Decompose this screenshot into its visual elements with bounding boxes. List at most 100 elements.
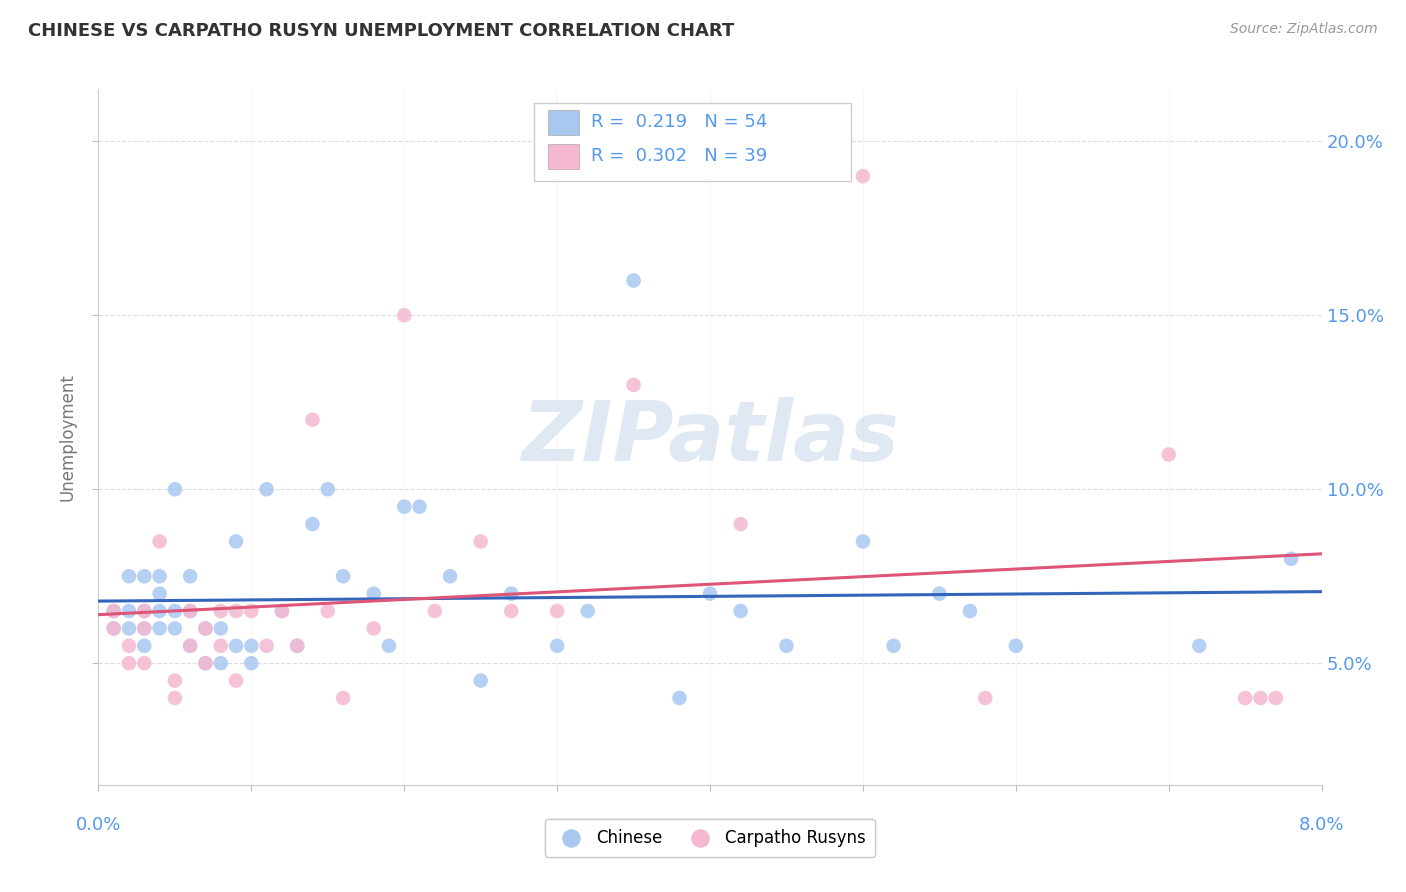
Point	[501, 587, 523, 601]
Point	[423, 604, 446, 618]
Point	[974, 690, 997, 705]
Point	[730, 516, 752, 531]
Point	[194, 657, 217, 671]
Point	[179, 604, 201, 618]
Point	[118, 639, 141, 653]
Point	[163, 482, 186, 496]
Point	[179, 639, 201, 653]
Point	[134, 604, 156, 618]
Point	[103, 604, 125, 618]
Point	[730, 604, 752, 618]
Point	[209, 639, 232, 653]
Point	[699, 587, 721, 601]
Text: CHINESE VS CARPATHO RUSYN UNEMPLOYMENT CORRELATION CHART: CHINESE VS CARPATHO RUSYN UNEMPLOYMENT C…	[28, 22, 734, 40]
Point	[209, 604, 232, 618]
Point	[240, 639, 263, 653]
Point	[134, 639, 156, 653]
Legend: Chinese, Carpatho Rusyns: Chinese, Carpatho Rusyns	[544, 819, 876, 856]
Point	[392, 309, 416, 323]
Text: 0.0%: 0.0%	[76, 816, 121, 834]
Point	[209, 621, 232, 635]
Point	[225, 673, 247, 688]
Text: ZIPatlas: ZIPatlas	[522, 397, 898, 477]
Point	[623, 273, 645, 287]
Point	[103, 621, 125, 635]
Point	[194, 621, 217, 635]
Point	[546, 639, 568, 653]
Point	[301, 412, 323, 426]
Point	[134, 657, 156, 671]
Point	[179, 639, 201, 653]
Point	[149, 587, 172, 601]
Point	[1264, 690, 1286, 705]
Point	[179, 604, 201, 618]
Text: R =  0.219   N = 54: R = 0.219 N = 54	[591, 113, 766, 131]
Point	[316, 482, 339, 496]
Point	[285, 639, 308, 653]
Point	[149, 569, 172, 583]
Point	[149, 621, 172, 635]
Point	[301, 516, 323, 531]
Point	[501, 604, 523, 618]
Point	[118, 569, 141, 583]
Point	[1249, 690, 1271, 705]
Point	[470, 534, 492, 549]
Point	[439, 569, 461, 583]
Point	[332, 569, 354, 583]
Point	[163, 690, 186, 705]
Point	[1004, 639, 1026, 653]
Point	[134, 621, 156, 635]
Point	[209, 657, 232, 671]
Point	[668, 690, 690, 705]
Point	[134, 569, 156, 583]
Point	[1279, 551, 1302, 566]
Point	[546, 604, 568, 618]
Point	[240, 604, 263, 618]
Point	[163, 604, 186, 618]
Point	[576, 604, 599, 618]
Point	[256, 482, 278, 496]
Point	[316, 604, 339, 618]
Point	[623, 377, 645, 392]
Point	[470, 673, 492, 688]
Point	[225, 534, 247, 549]
Point	[118, 657, 141, 671]
Point	[775, 639, 797, 653]
Point	[134, 621, 156, 635]
Point	[378, 639, 401, 653]
Point	[240, 657, 263, 671]
Point	[103, 621, 125, 635]
Point	[270, 604, 294, 618]
Point	[1188, 639, 1211, 653]
Point	[225, 639, 247, 653]
Point	[194, 621, 217, 635]
Point	[852, 169, 875, 184]
Point	[194, 657, 217, 671]
Point	[103, 604, 125, 618]
Point	[118, 604, 141, 618]
Y-axis label: Unemployment: Unemployment	[59, 373, 77, 501]
Text: Source: ZipAtlas.com: Source: ZipAtlas.com	[1230, 22, 1378, 37]
Point	[852, 534, 875, 549]
Point	[149, 604, 172, 618]
Point	[225, 604, 247, 618]
Point	[163, 673, 186, 688]
Point	[959, 604, 981, 618]
Point	[149, 534, 172, 549]
Point	[163, 621, 186, 635]
Point	[1234, 690, 1257, 705]
Point	[118, 621, 141, 635]
Text: R =  0.302   N = 39: R = 0.302 N = 39	[591, 147, 766, 165]
Point	[363, 587, 385, 601]
Point	[1157, 447, 1180, 462]
Point	[928, 587, 950, 601]
Point	[392, 500, 416, 514]
Point	[883, 639, 905, 653]
Text: 8.0%: 8.0%	[1299, 816, 1344, 834]
Point	[134, 604, 156, 618]
Point	[179, 569, 201, 583]
Point	[270, 604, 294, 618]
Point	[363, 621, 385, 635]
Point	[332, 690, 354, 705]
Point	[285, 639, 308, 653]
